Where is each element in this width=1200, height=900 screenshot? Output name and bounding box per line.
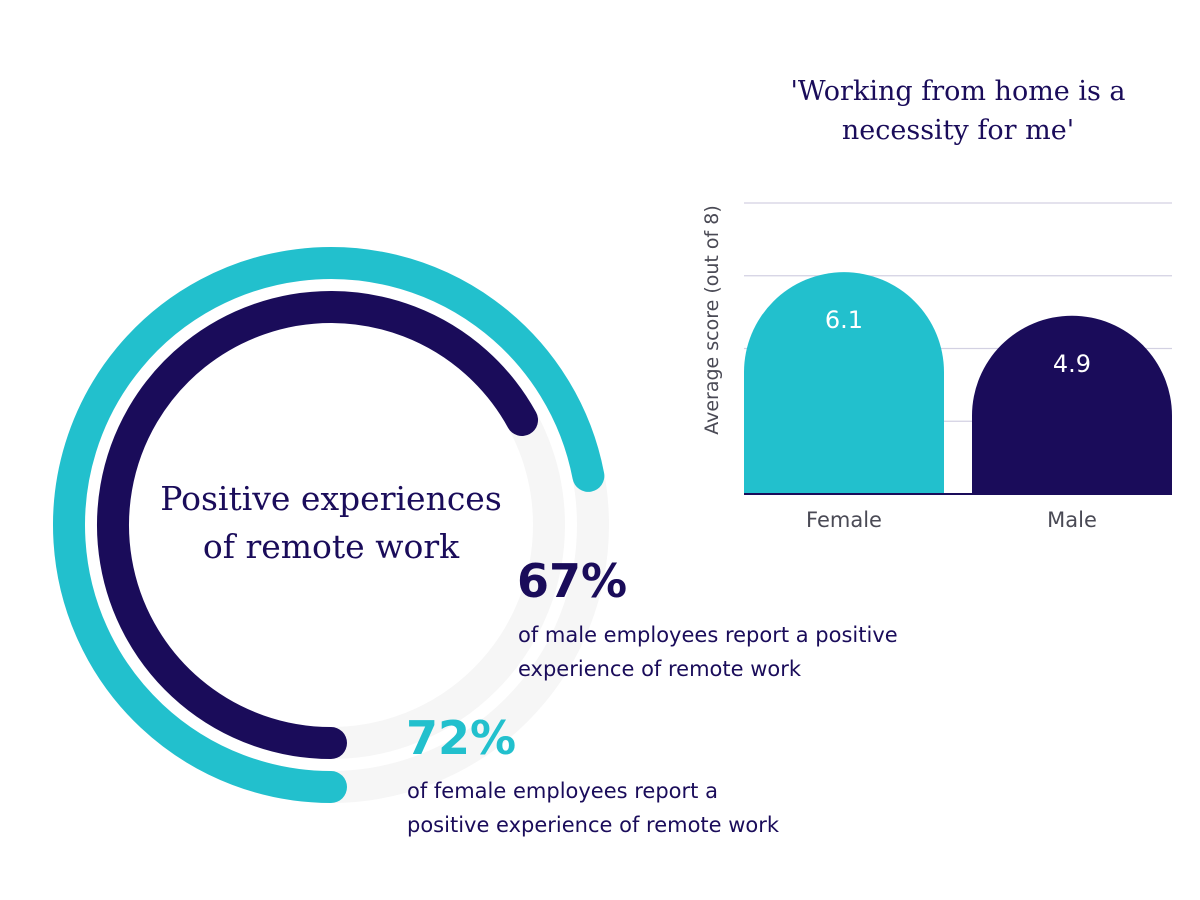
male-percent-arc [96,291,539,759]
donut-title-line2: of remote work [203,527,460,566]
x-tick-label: Female [806,508,882,532]
bar-chart-title-line2: necessity for me' [842,115,1074,146]
bars [744,272,1172,494]
bar-value-label: 6.1 [825,306,863,334]
male-description-line1: of male employees report a positive [518,623,898,647]
donut-chart [53,247,610,803]
bar-value-label: 4.9 [1053,350,1091,378]
female-percent-value: 72% [406,711,516,765]
female-percent-arc [53,247,605,803]
bar-labels: 6.1 Female 4.9 Male [806,306,1097,532]
x-tick-label: Male [1047,508,1097,532]
bar-chart-title-line1: 'Working from home is a [790,76,1125,107]
female-description-line1: of female employees report a [407,779,718,803]
female-description-line2: positive experience of remote work [407,813,780,837]
y-axis-label: Average score (out of 8) [701,205,723,435]
bar-male [972,315,1172,494]
bar-chart: 'Working from home is a necessity for me… [701,76,1172,532]
donut-title-line1: Positive experiences [160,479,502,518]
male-description-line2: experience of remote work [518,657,802,681]
male-percent-value: 67% [517,554,627,608]
bar-female [744,272,944,494]
